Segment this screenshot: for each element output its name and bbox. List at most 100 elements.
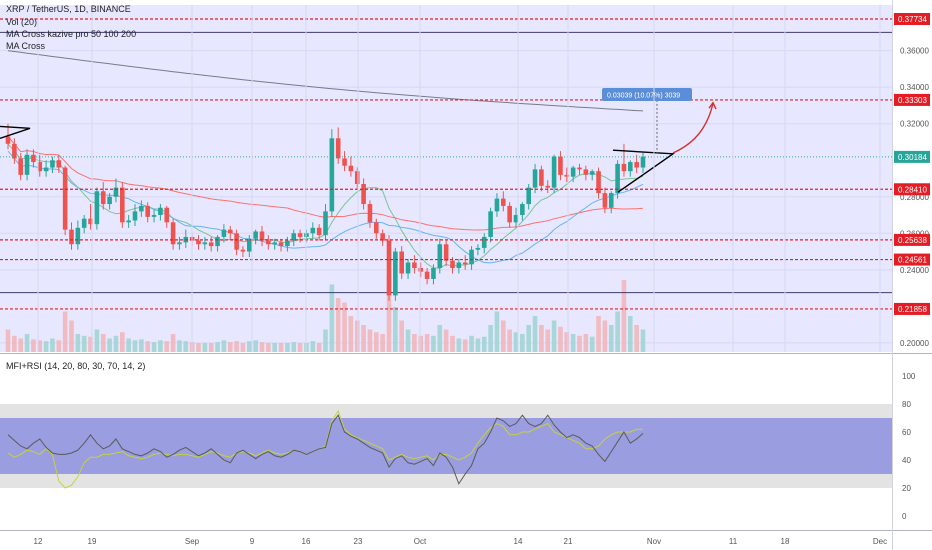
candle-body (545, 185, 551, 188)
candle (253, 229, 258, 245)
time-tick-label: 11 (729, 537, 738, 546)
volume-bar (361, 325, 366, 352)
candle (50, 156, 55, 174)
candle-body (469, 249, 474, 265)
candle (532, 163, 538, 194)
candle (386, 235, 392, 301)
left-triangle-drawing (0, 125, 31, 139)
candle-body (335, 138, 341, 159)
candle-body (88, 218, 93, 225)
volume-bar (81, 335, 87, 352)
candle-body (621, 163, 627, 172)
candle-body (494, 198, 500, 212)
candle (551, 154, 557, 194)
projection-arrowhead (708, 101, 717, 110)
volume-bar (589, 336, 595, 352)
price-level-label: 0.24561 (898, 256, 927, 265)
volume-bar (634, 325, 639, 352)
candle (170, 218, 176, 250)
price-level-tag (894, 12, 930, 25)
candle-body (608, 193, 614, 208)
candle (539, 165, 544, 192)
candle (272, 238, 277, 250)
price-tick-label: 0.32000 (900, 120, 929, 129)
candle-body (380, 233, 385, 241)
candle-body (437, 244, 443, 268)
candle (196, 235, 201, 250)
time-tick-label: 21 (564, 537, 573, 546)
time-tick-label: 16 (302, 537, 311, 546)
candle (577, 163, 582, 175)
candle-body (113, 187, 119, 197)
indicator-mfi-rsi-label[interactable]: MFI+RSI (14, 20, 80, 30, 70, 14, 2) (6, 361, 146, 371)
volume-bar (570, 334, 576, 352)
volume-bar (247, 341, 252, 352)
volume-bar (75, 334, 81, 352)
candle-body (329, 138, 335, 212)
volume-bar (335, 298, 341, 352)
volume-bar (386, 275, 392, 352)
rsi-line (7, 414, 644, 485)
volume-bar (596, 316, 601, 352)
candle (570, 165, 576, 183)
candle-body (272, 242, 277, 245)
volume-bar (640, 329, 646, 352)
volume-bar (278, 343, 284, 352)
candle-body (202, 242, 208, 245)
candle (158, 204, 163, 221)
volume-bar (310, 341, 316, 352)
candle-body (69, 229, 74, 245)
volume-bar (272, 343, 277, 352)
main-pane-bg (0, 5, 892, 352)
volume-bar (418, 335, 424, 352)
current-price-tag (894, 150, 930, 163)
candle-body (361, 183, 366, 205)
time-tick-label: 18 (781, 537, 790, 546)
candle-body (475, 247, 481, 250)
time-tick-label: Dec (873, 537, 887, 546)
candle-body (354, 171, 360, 184)
candle (81, 215, 87, 234)
volume-bar (12, 335, 17, 352)
volume-bar (62, 311, 68, 352)
indicator-vol-label[interactable]: Vol (20) (6, 17, 38, 27)
candle-body (259, 231, 265, 241)
candle-body (393, 251, 398, 296)
candle-body (628, 162, 633, 172)
candle (367, 200, 373, 228)
candle-body (634, 162, 639, 168)
volume-bar (132, 340, 138, 352)
candle-body (208, 242, 214, 247)
volume-bar (462, 339, 468, 352)
volume-bar (202, 343, 208, 352)
volume-bar (380, 334, 385, 352)
volume-bar (43, 341, 49, 352)
candle (227, 225, 233, 239)
volume-bar (494, 311, 500, 352)
osc-tick-label: 40 (902, 456, 911, 465)
candle (354, 167, 360, 190)
candle-body (443, 244, 449, 261)
candle (177, 236, 182, 250)
volume-bar (615, 311, 620, 352)
candle (310, 222, 316, 239)
candle (43, 160, 49, 177)
candle (221, 224, 227, 243)
candle (259, 225, 265, 247)
volume-bar (405, 329, 411, 352)
candle-body (81, 218, 87, 228)
candle (602, 187, 608, 214)
volume-bar (5, 329, 11, 352)
candle-body (100, 191, 106, 205)
indicator-ma-cross-label[interactable]: MA Cross (6, 41, 46, 51)
candle (145, 202, 150, 223)
indicator-ma-kazive-label[interactable]: MA Cross kazive pro 50 100 200 (6, 29, 137, 39)
chart-title: XRP / TetherUS, 1D, BINANCE (6, 4, 131, 14)
volume-bar (120, 332, 125, 352)
candle-body (558, 156, 563, 175)
volume-bar (69, 320, 74, 352)
volume-bar (56, 340, 62, 352)
volume-bar (526, 325, 531, 352)
